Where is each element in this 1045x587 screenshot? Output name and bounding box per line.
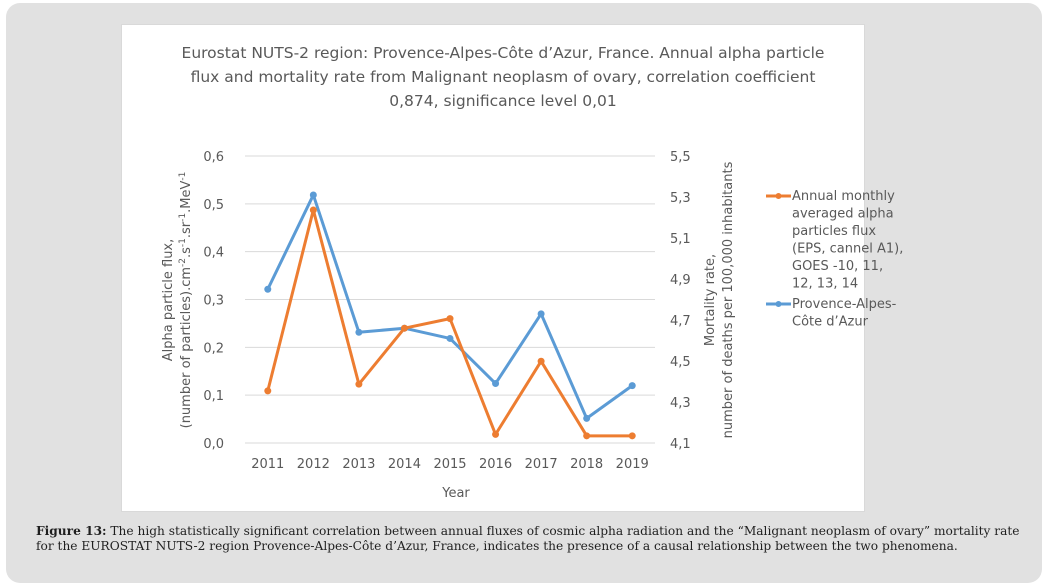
left-tick-label: 0,1 bbox=[203, 389, 224, 404]
chart-title-line-3: 0,874, significance level 0,01 bbox=[389, 92, 616, 110]
right-tick-label: 4,1 bbox=[670, 437, 691, 452]
x-axis-ticks: 2011 2012 2013 2014 2015 2016 2017 2018 2019 bbox=[251, 457, 649, 472]
right-tick-label: 5,5 bbox=[670, 150, 691, 165]
x-tick-label: 2019 bbox=[616, 457, 649, 472]
x-axis-title: Year bbox=[441, 486, 470, 501]
figure-caption: Figure 13: The high statistically signif… bbox=[36, 524, 1026, 554]
legend: Annual monthly averaged alpha particles fl… bbox=[766, 189, 903, 330]
right-axis-ticks: 4,1 4,3 4,5 4,7 4,9 5,1 5,3 5,5 bbox=[670, 150, 691, 452]
legend-swatch-marker bbox=[775, 301, 782, 307]
left-axis-title-line-2: (number of particles).cm-2.s-1.sr-1.MeV-… bbox=[178, 172, 194, 429]
chart-title: Eurostat NUTS-2 region: Provence-Alpes-C… bbox=[182, 44, 825, 110]
x-tick-label: 2011 bbox=[251, 457, 284, 472]
data-point bbox=[400, 324, 408, 332]
data-point bbox=[309, 206, 317, 214]
legend-label: Côte d’Azur bbox=[792, 315, 869, 330]
legend-label: Provence-Alpes- bbox=[792, 297, 897, 312]
right-tick-label: 4,9 bbox=[670, 273, 691, 288]
data-point bbox=[446, 315, 454, 323]
data-point bbox=[628, 382, 636, 390]
left-axis-title-line-1: Alpha particle flux, bbox=[161, 239, 176, 362]
legend-label: 12, 13, 14 bbox=[792, 277, 858, 292]
data-point bbox=[583, 432, 591, 440]
right-tick-label: 4,3 bbox=[670, 396, 691, 411]
left-tick-label: 0,4 bbox=[203, 246, 224, 261]
data-point bbox=[492, 380, 500, 388]
legend-label: Annual monthly bbox=[792, 189, 895, 204]
series-layer bbox=[264, 191, 636, 440]
data-point bbox=[446, 334, 454, 342]
caption-text: The high statistically significant corre… bbox=[36, 524, 1020, 553]
right-axis-title: Mortality rate, number of deaths per 100… bbox=[703, 161, 736, 438]
series-line-alpha-flux bbox=[266, 208, 633, 438]
caption-label: Figure 13: bbox=[36, 524, 107, 538]
data-point bbox=[355, 328, 363, 336]
data-point bbox=[537, 310, 545, 318]
left-tick-label: 0,3 bbox=[203, 294, 224, 309]
line-chart: Eurostat NUTS-2 region: Provence-Alpes-C… bbox=[161, 44, 903, 501]
legend-label: (EPS, cannel A1), bbox=[792, 242, 903, 257]
data-point bbox=[309, 191, 317, 199]
legend-label: GOES -10, 11, bbox=[792, 259, 883, 274]
data-point bbox=[583, 414, 591, 422]
x-tick-label: 2014 bbox=[388, 457, 421, 472]
data-point bbox=[492, 430, 500, 438]
chart-title-line-2: flux and mortality rate from Malignant n… bbox=[191, 68, 816, 86]
right-tick-label: 5,1 bbox=[670, 232, 691, 247]
left-tick-label: 0,6 bbox=[203, 150, 224, 165]
gridlines bbox=[245, 155, 655, 444]
chart-title-line-1: Eurostat NUTS-2 region: Provence-Alpes-C… bbox=[182, 44, 825, 62]
x-tick-label: 2012 bbox=[297, 457, 330, 472]
x-tick-label: 2013 bbox=[342, 457, 375, 472]
left-tick-label: 0,2 bbox=[203, 341, 224, 356]
x-tick-label: 2016 bbox=[479, 457, 512, 472]
right-axis-title-line-2: number of deaths per 100,000 inhabitants bbox=[721, 161, 736, 438]
legend-label: particles flux bbox=[792, 224, 876, 239]
data-point bbox=[537, 357, 545, 365]
x-tick-label: 2017 bbox=[525, 457, 558, 472]
right-tick-label: 5,3 bbox=[670, 191, 691, 206]
right-tick-label: 4,7 bbox=[670, 314, 691, 329]
legend-swatch-marker bbox=[775, 193, 782, 199]
data-point bbox=[264, 285, 272, 293]
left-axis-title: Alpha particle flux, (number of particle… bbox=[161, 172, 194, 429]
data-point bbox=[264, 387, 272, 395]
data-point bbox=[355, 380, 363, 388]
right-axis-title-line-1: Mortality rate, bbox=[703, 254, 718, 346]
data-point bbox=[628, 432, 636, 440]
right-tick-label: 4,5 bbox=[670, 355, 691, 370]
left-axis-ticks: 0,0 0,1 0,2 0,3 0,4 0,5 0,6 bbox=[203, 150, 224, 452]
series-line-mortality bbox=[266, 193, 634, 420]
left-tick-label: 0,5 bbox=[203, 198, 224, 213]
x-tick-label: 2015 bbox=[433, 457, 466, 472]
x-tick-label: 2018 bbox=[570, 457, 603, 472]
legend-label: averaged alpha bbox=[792, 207, 894, 222]
left-tick-label: 0,0 bbox=[203, 437, 224, 452]
